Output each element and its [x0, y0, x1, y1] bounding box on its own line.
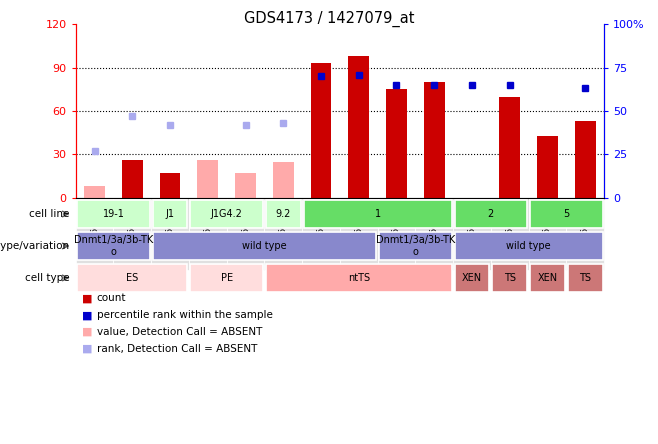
Text: ■: ■: [82, 310, 93, 320]
FancyBboxPatch shape: [530, 200, 603, 228]
Text: PE: PE: [220, 273, 233, 283]
Text: J1: J1: [166, 209, 174, 219]
Text: rank, Detection Call = ABSENT: rank, Detection Call = ABSENT: [97, 344, 257, 354]
Text: count: count: [97, 293, 126, 303]
Text: 19-1: 19-1: [103, 209, 124, 219]
Text: percentile rank within the sample: percentile rank within the sample: [97, 310, 272, 320]
Bar: [537, 135, 558, 198]
Bar: [348, 56, 369, 198]
Text: cell line: cell line: [29, 209, 72, 219]
Text: XEN: XEN: [462, 273, 482, 283]
FancyBboxPatch shape: [190, 264, 263, 292]
Bar: [424, 82, 445, 198]
FancyBboxPatch shape: [77, 232, 149, 260]
Bar: [311, 63, 332, 198]
Text: wild type: wild type: [242, 241, 287, 251]
Text: ■: ■: [82, 293, 93, 303]
Bar: [273, 162, 293, 198]
FancyBboxPatch shape: [455, 264, 490, 292]
Bar: [122, 160, 143, 198]
Text: ES: ES: [126, 273, 138, 283]
Text: J1G4.2: J1G4.2: [211, 209, 243, 219]
Text: ■: ■: [82, 327, 93, 337]
Bar: [235, 173, 256, 198]
Text: XEN: XEN: [538, 273, 557, 283]
FancyBboxPatch shape: [568, 264, 603, 292]
Text: cell type: cell type: [24, 273, 72, 283]
Text: wild type: wild type: [506, 241, 551, 251]
FancyBboxPatch shape: [77, 264, 188, 292]
Text: 9.2: 9.2: [276, 209, 291, 219]
FancyBboxPatch shape: [77, 200, 149, 228]
FancyBboxPatch shape: [266, 264, 451, 292]
Text: 5: 5: [563, 209, 569, 219]
FancyBboxPatch shape: [455, 200, 527, 228]
FancyBboxPatch shape: [153, 232, 376, 260]
Text: genotype/variation: genotype/variation: [0, 241, 72, 251]
Text: value, Detection Call = ABSENT: value, Detection Call = ABSENT: [97, 327, 262, 337]
Bar: [197, 160, 218, 198]
FancyBboxPatch shape: [379, 232, 451, 260]
FancyBboxPatch shape: [492, 264, 527, 292]
FancyBboxPatch shape: [153, 200, 188, 228]
Bar: [499, 97, 520, 198]
Text: TS: TS: [579, 273, 591, 283]
Text: ■: ■: [82, 344, 93, 354]
Text: 2: 2: [488, 209, 494, 219]
Text: TS: TS: [503, 273, 516, 283]
Bar: [386, 89, 407, 198]
FancyBboxPatch shape: [455, 232, 603, 260]
FancyBboxPatch shape: [530, 264, 565, 292]
FancyBboxPatch shape: [303, 200, 451, 228]
Text: Dnmt1/3a/3b-TK
o: Dnmt1/3a/3b-TK o: [74, 235, 153, 257]
Bar: [160, 173, 180, 198]
Bar: [575, 121, 595, 198]
Text: ntTS: ntTS: [347, 273, 370, 283]
FancyBboxPatch shape: [266, 200, 301, 228]
Text: GDS4173 / 1427079_at: GDS4173 / 1427079_at: [243, 11, 415, 27]
FancyBboxPatch shape: [190, 200, 263, 228]
Text: Dnmt1/3a/3b-TK
o: Dnmt1/3a/3b-TK o: [376, 235, 455, 257]
Bar: [84, 186, 105, 198]
Text: 1: 1: [374, 209, 381, 219]
